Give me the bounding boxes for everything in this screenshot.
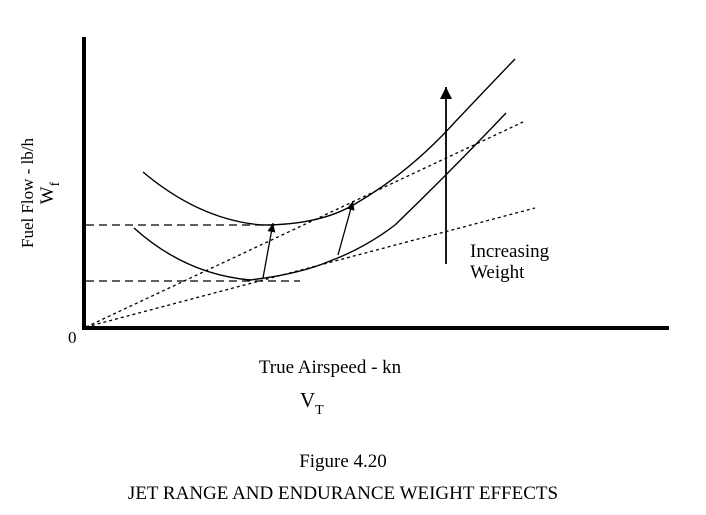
x-symbol: VT bbox=[300, 388, 324, 418]
y-axis-label: Fuel Flow - lb/h bbox=[18, 137, 37, 248]
annotation-weight: Weight bbox=[470, 262, 525, 283]
range-shift-arrow bbox=[337, 200, 355, 256]
endurance-shift-arrow bbox=[262, 222, 276, 279]
heavy-weight-curve bbox=[142, 58, 516, 226]
range-tangent-line-upper bbox=[85, 121, 524, 328]
x-symbol-main: V bbox=[300, 388, 315, 412]
y-symbol: Wf bbox=[37, 181, 63, 204]
y-symbol-main: W bbox=[37, 186, 58, 204]
x-symbol-sub: T bbox=[315, 403, 324, 418]
annotation-increasing: Increasing bbox=[470, 241, 550, 262]
figure-title: JET RANGE AND ENDURANCE WEIGHT EFFECTS bbox=[128, 483, 558, 504]
light-weight-curve bbox=[133, 112, 507, 281]
y-symbol-sub: f bbox=[48, 181, 63, 186]
origin-label: 0 bbox=[68, 328, 77, 347]
x-axis-label: True Airspeed - kn bbox=[259, 357, 402, 378]
figure-number: Figure 4.20 bbox=[299, 451, 387, 472]
